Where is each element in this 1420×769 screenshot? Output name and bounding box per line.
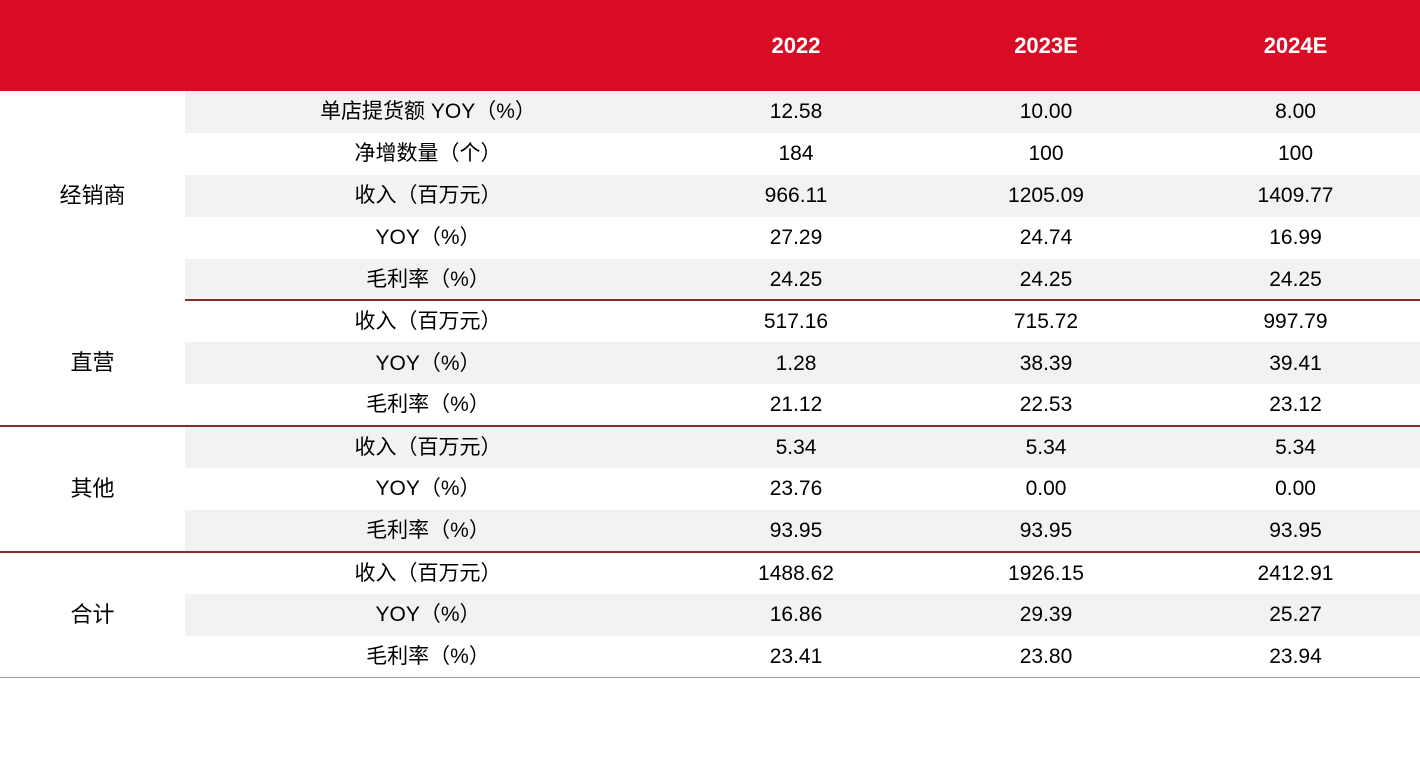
metric-label: YOY（%） [375,226,481,250]
value-cell: 517.16 [763,310,829,334]
table-row: 收入（百万元） 966.11 1205.09 1409.77 [0,174,1420,217]
table-row: YOY（%） 1.28 38.39 39.41 [0,342,1420,385]
value-cell: 38.39 [921,342,1171,385]
metric-label: 净增数量（个） [354,142,502,166]
segment-label: 直营 [0,300,185,428]
forecast-table: 2022 2023E 2024E 经销商 单店提货额 YOY（%） 12.58 … [0,0,1420,678]
header-year-2023e: 2023E [1014,32,1078,58]
value-cell: 1409.77 [1171,174,1420,217]
value-cell: 23.76 [769,477,823,501]
value-cell: 29.39 [921,593,1171,636]
metric-label: 毛利率（%） [185,258,671,302]
value-cell: 1.28 [671,342,921,385]
metric-label: 毛利率（%） [185,635,671,678]
value-cell: 1205.09 [921,174,1171,217]
table-row: 毛利率（%） 23.41 23.80 23.94 [0,635,1420,678]
table-row: 毛利率（%） 21.12 22.53 23.12 [0,384,1420,428]
value-cell: 10.00 [921,91,1171,133]
table-row: 合计 收入（百万元） 1488.62 1926.15 2412.91 [0,551,1420,678]
metric-label: 毛利率（%） [185,384,671,428]
value-cell: 997.79 [1263,310,1328,334]
value-cell: 12.58 [671,91,921,133]
value-cell: 23.80 [921,635,1171,678]
value-cell: 25.27 [1171,593,1420,636]
value-cell: 24.25 [1171,258,1420,302]
header-metric-cell [185,0,671,91]
value-cell: 23.12 [1171,384,1420,428]
value-cell: 184 [778,142,814,166]
value-cell: 23.94 [1171,635,1420,678]
table-row: YOY（%） 16.86 29.39 25.27 [0,593,1420,636]
segment-label: 经销商 [0,91,185,301]
header-year-2022: 2022 [771,32,821,58]
metric-label: YOY（%） [375,477,481,501]
value-cell: 1926.15 [1008,561,1084,585]
value-cell: 93.95 [1171,509,1420,553]
segment-label: 合计 [0,551,185,678]
value-cell: 100 [1028,142,1064,166]
value-cell: 21.12 [671,384,921,428]
value-cell: 715.72 [1013,310,1079,334]
table-row: 经销商 单店提货额 YOY（%） 12.58 10.00 8.00 [0,91,1420,301]
value-cell: 93.95 [921,509,1171,553]
header-year-2024e: 2024E [1263,32,1328,58]
value-cell: 5.34 [1171,426,1420,469]
table-row: 其他 收入（百万元） 5.34 5.34 5.34 [0,426,1420,553]
metric-label: YOY（%） [185,593,671,636]
value-cell: 0.00 [1275,477,1316,501]
metric-label: 收入（百万元） [354,561,502,585]
value-cell: 966.11 [671,174,921,217]
value-cell: 24.74 [1019,226,1073,250]
value-cell: 16.86 [671,593,921,636]
value-cell: 22.53 [921,384,1171,428]
value-cell: 27.29 [769,226,823,250]
metric-label: 毛利率（%） [185,509,671,553]
metric-label: 单店提货额 YOY（%） [185,91,671,133]
table-row: 毛利率（%） 24.25 24.25 24.25 [0,258,1420,302]
table-row: 净增数量（个） 184 100 100 [0,133,1420,175]
value-cell: 5.34 [671,426,921,469]
header-row: 2022 2023E 2024E [0,0,1420,91]
value-cell: 8.00 [1171,91,1420,133]
header-segment-cell [0,0,185,91]
value-cell: 24.25 [921,258,1171,302]
value-cell: 1488.62 [758,561,834,585]
segment-label: 其他 [0,426,185,553]
metric-label: 收入（百万元） [354,310,502,334]
value-cell: 24.25 [671,258,921,302]
table-row: YOY（%） 27.29 24.74 16.99 [0,217,1420,259]
table-row: YOY（%） 23.76 0.00 0.00 [0,468,1420,510]
value-cell: 2412.91 [1257,561,1334,585]
table-row: 直营 收入（百万元） 517.16 715.72 997.79 [0,300,1420,428]
value-cell: 39.41 [1171,342,1420,385]
value-cell: 16.99 [1269,226,1322,250]
table-row: 毛利率（%） 93.95 93.95 93.95 [0,509,1420,553]
value-cell: 23.41 [671,635,921,678]
metric-label: YOY（%） [185,342,671,385]
value-cell: 5.34 [921,426,1171,469]
value-cell: 93.95 [671,509,921,553]
metric-label: 收入（百万元） [185,426,671,469]
metric-label: 收入（百万元） [185,174,671,217]
value-cell: 0.00 [1025,477,1067,501]
value-cell: 100 [1277,142,1314,166]
